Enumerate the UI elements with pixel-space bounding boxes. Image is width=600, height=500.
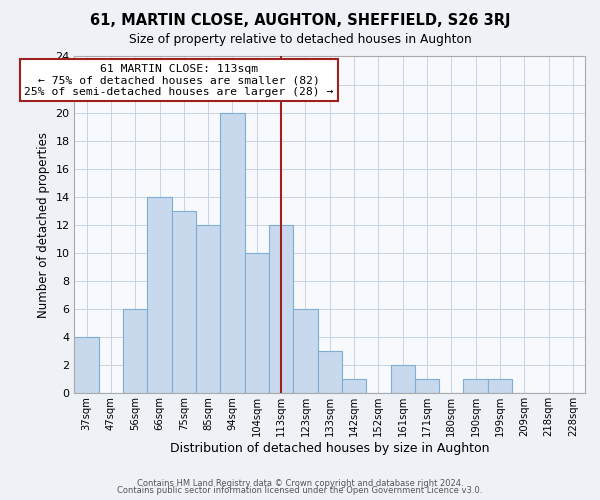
Bar	[463, 380, 488, 394]
Bar	[74, 337, 99, 394]
Bar	[415, 380, 439, 394]
Bar	[391, 365, 415, 394]
Bar	[123, 309, 148, 394]
Text: 61, MARTIN CLOSE, AUGHTON, SHEFFIELD, S26 3RJ: 61, MARTIN CLOSE, AUGHTON, SHEFFIELD, S2…	[90, 12, 510, 28]
Text: Contains HM Land Registry data © Crown copyright and database right 2024.: Contains HM Land Registry data © Crown c…	[137, 478, 463, 488]
Bar	[317, 351, 342, 394]
Bar	[172, 211, 196, 394]
Bar	[342, 380, 366, 394]
Bar	[148, 197, 172, 394]
Bar	[220, 112, 245, 394]
Bar	[488, 380, 512, 394]
X-axis label: Distribution of detached houses by size in Aughton: Distribution of detached houses by size …	[170, 442, 490, 455]
Text: 61 MARTIN CLOSE: 113sqm
← 75% of detached houses are smaller (82)
25% of semi-de: 61 MARTIN CLOSE: 113sqm ← 75% of detache…	[25, 64, 334, 96]
Text: Contains public sector information licensed under the Open Government Licence v3: Contains public sector information licen…	[118, 486, 482, 495]
Bar	[245, 253, 269, 394]
Text: Size of property relative to detached houses in Aughton: Size of property relative to detached ho…	[128, 32, 472, 46]
Bar	[196, 225, 220, 394]
Bar	[269, 225, 293, 394]
Y-axis label: Number of detached properties: Number of detached properties	[37, 132, 50, 318]
Bar	[293, 309, 317, 394]
